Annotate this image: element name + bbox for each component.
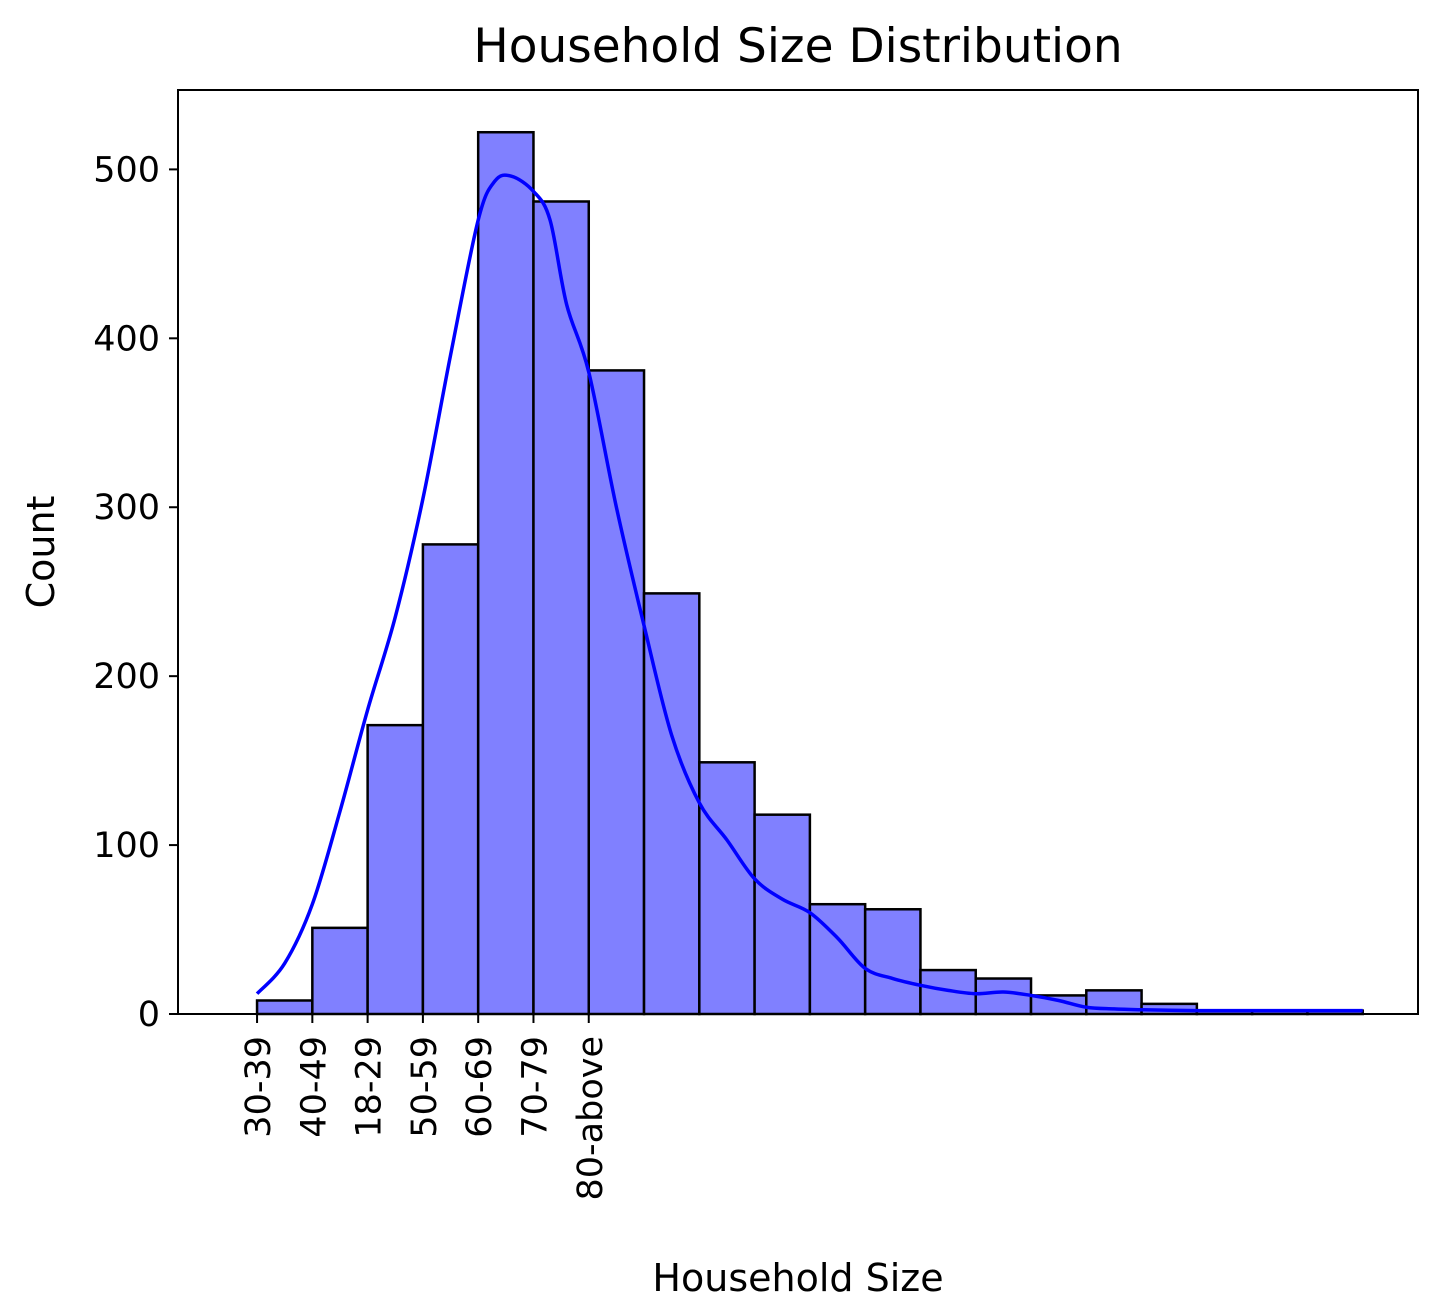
histogram-bar: [753, 813, 812, 1016]
x-tick-label: 18-29: [350, 1036, 390, 1138]
y-tick-label: 0: [138, 995, 160, 1035]
histogram-bar: [476, 130, 535, 1016]
kde-group: [255, 173, 1363, 1013]
chart-title: Household Size Distribution: [473, 19, 1122, 74]
histogram-bar: [366, 723, 425, 1016]
histogram-bar: [974, 977, 1033, 1016]
bars-group: [255, 130, 1364, 1016]
histogram-bar: [311, 926, 369, 1016]
y-tick-label: 200: [93, 657, 160, 697]
plot-frame: [177, 89, 1419, 1015]
histogram-bar: [698, 761, 756, 1016]
x-tick-label: 50-59: [405, 1036, 445, 1138]
y-tick-label: 500: [93, 150, 160, 190]
y-axis-label: Count: [19, 496, 63, 609]
y-axis: 0 100 200 300 400 500: [93, 150, 178, 1035]
y-tick-label: 400: [93, 319, 160, 359]
histogram-bar: [863, 908, 922, 1016]
x-tick-label: 80-above: [571, 1036, 611, 1201]
y-tick-label: 300: [93, 488, 160, 528]
x-tick-label: 40-49: [294, 1036, 334, 1138]
kde-line: [255, 173, 1363, 1013]
histogram-bar: [532, 200, 591, 1016]
y-tick-label: 100: [93, 826, 160, 866]
histogram-bar: [255, 999, 314, 1016]
x-axis-label: Household Size: [652, 1256, 943, 1300]
x-tick-label: 70-79: [515, 1036, 555, 1138]
histogram-bar: [587, 369, 646, 1016]
x-tick-label: 60-69: [460, 1036, 500, 1138]
x-axis: 30-39 40-49 18-29 50-59 60-69 70-79 80-above: [239, 1014, 611, 1201]
x-tick-label: 30-39: [239, 1036, 279, 1138]
histogram-bar: [421, 543, 480, 1016]
